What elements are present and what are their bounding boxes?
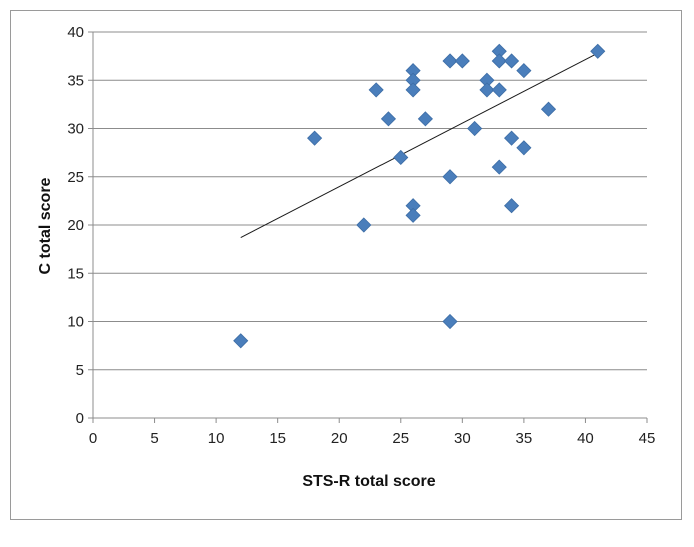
data-point <box>405 207 421 223</box>
x-tick-label: 40 <box>577 430 594 447</box>
data-point <box>393 149 409 166</box>
gridlines <box>93 31 647 371</box>
x-axis-title: STS-R total score <box>302 473 435 490</box>
data-point <box>491 159 507 175</box>
trendline-group <box>240 52 598 238</box>
data-point <box>516 140 532 156</box>
data-point <box>356 217 372 233</box>
data-point <box>516 63 532 79</box>
data-point <box>454 53 470 69</box>
y-tick-label: 35 <box>67 72 84 89</box>
data-point <box>467 120 483 137</box>
data-point <box>307 130 323 146</box>
data-point <box>405 82 421 98</box>
data-point <box>442 53 458 69</box>
y-tick-label: 15 <box>67 265 84 282</box>
axes <box>88 31 648 423</box>
data-point <box>380 111 397 127</box>
y-tick-label: 0 <box>76 410 84 427</box>
data-point <box>504 130 520 146</box>
y-tick-label: 10 <box>67 314 84 331</box>
y-tick-label: 20 <box>67 217 84 234</box>
data-point <box>491 82 507 98</box>
data-point <box>368 82 384 98</box>
x-tick-label: 5 <box>150 430 158 447</box>
x-tick-label: 45 <box>639 430 656 447</box>
x-tick-label: 10 <box>208 430 225 447</box>
data-point <box>442 169 458 185</box>
data-point <box>417 111 433 127</box>
trendline <box>240 52 598 238</box>
x-tick-label: 25 <box>392 430 409 447</box>
x-tick-label: 35 <box>516 430 533 447</box>
y-axis-title: C total score <box>37 177 54 274</box>
chart-frame <box>10 10 682 520</box>
data-point <box>504 53 520 69</box>
data-points <box>233 43 606 349</box>
x-tick-label: 0 <box>89 430 97 447</box>
x-tick-label: 20 <box>331 430 348 447</box>
data-point <box>442 313 458 330</box>
data-point <box>479 82 495 98</box>
y-tick-label: 40 <box>67 24 84 41</box>
data-point <box>590 43 606 59</box>
data-point <box>491 53 507 69</box>
data-point <box>233 333 249 349</box>
y-tick-label: 5 <box>76 362 84 379</box>
x-tick-label: 30 <box>454 430 471 447</box>
y-tick-label: 30 <box>67 121 84 138</box>
y-tick-label: 25 <box>67 169 84 186</box>
data-point <box>504 198 520 214</box>
tick-labels: 0 5 10 15 20 25 30 35 40 0 5 10 15 20 25 30 35 40 45 <box>67 24 655 447</box>
data-point <box>540 101 557 117</box>
x-tick-label: 15 <box>269 430 286 447</box>
